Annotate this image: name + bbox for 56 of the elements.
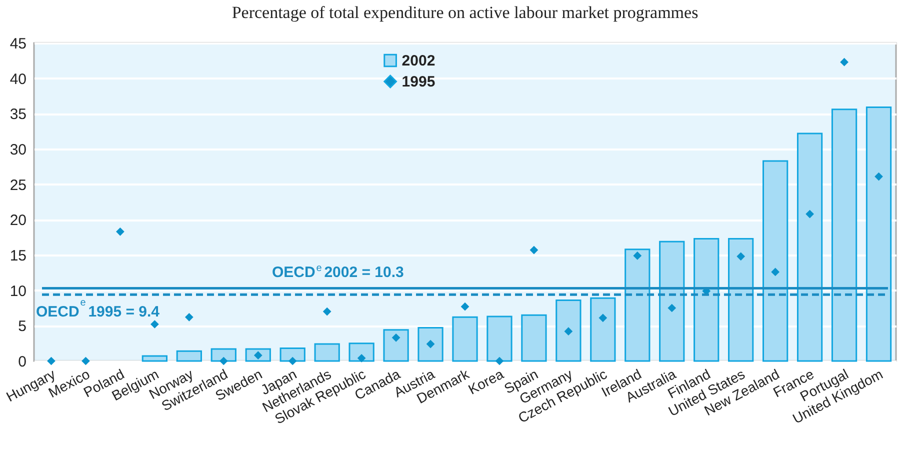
chart-title: Percentage of total expenditure on active labour market programmes	[232, 3, 698, 22]
point	[530, 246, 538, 254]
y-tick-label: 10	[10, 282, 26, 300]
legend-label: 1995	[402, 74, 436, 90]
bar	[762, 160, 788, 362]
legend-label: 2002	[402, 52, 436, 70]
bar	[210, 348, 236, 362]
bar	[659, 240, 685, 362]
y-tick-label: 15	[10, 248, 26, 264]
point	[598, 314, 608, 322]
point	[82, 356, 90, 366]
bar	[728, 238, 754, 362]
bar	[694, 238, 720, 362]
point	[840, 58, 848, 66]
bar	[142, 355, 168, 362]
point	[357, 354, 366, 362]
bar	[556, 299, 582, 362]
bar	[486, 316, 512, 362]
point	[150, 320, 159, 328]
point	[564, 327, 573, 336]
y-tick-label: 5	[18, 318, 26, 336]
point	[184, 313, 194, 322]
point	[219, 356, 228, 366]
bar	[590, 297, 616, 362]
point	[736, 252, 746, 261]
point	[771, 268, 780, 276]
bar	[280, 348, 306, 362]
point	[288, 356, 297, 366]
bar	[796, 132, 823, 362]
point	[392, 333, 400, 342]
bar	[831, 108, 858, 362]
point	[322, 307, 332, 316]
y-tick-label: 45	[10, 36, 26, 52]
point	[633, 252, 642, 260]
y-tick-label: 0	[18, 354, 26, 370]
bar	[624, 248, 650, 362]
y-tick-label: 30	[10, 142, 26, 158]
bar	[521, 314, 547, 362]
y-tick-label: 20	[10, 212, 26, 230]
point	[806, 210, 814, 218]
y-tick-label: 40	[10, 70, 26, 88]
point	[47, 356, 56, 366]
bar	[314, 343, 340, 362]
y-tick-label: 25	[10, 176, 26, 194]
point	[668, 304, 676, 312]
point	[874, 172, 883, 181]
bar	[176, 350, 202, 362]
bar	[418, 327, 444, 362]
bar	[866, 106, 892, 362]
bar	[383, 329, 409, 362]
y-tick-label: 35	[10, 106, 26, 124]
point	[116, 227, 124, 236]
bar	[348, 342, 374, 362]
bar	[452, 316, 478, 362]
point	[460, 302, 470, 311]
point	[495, 356, 504, 366]
